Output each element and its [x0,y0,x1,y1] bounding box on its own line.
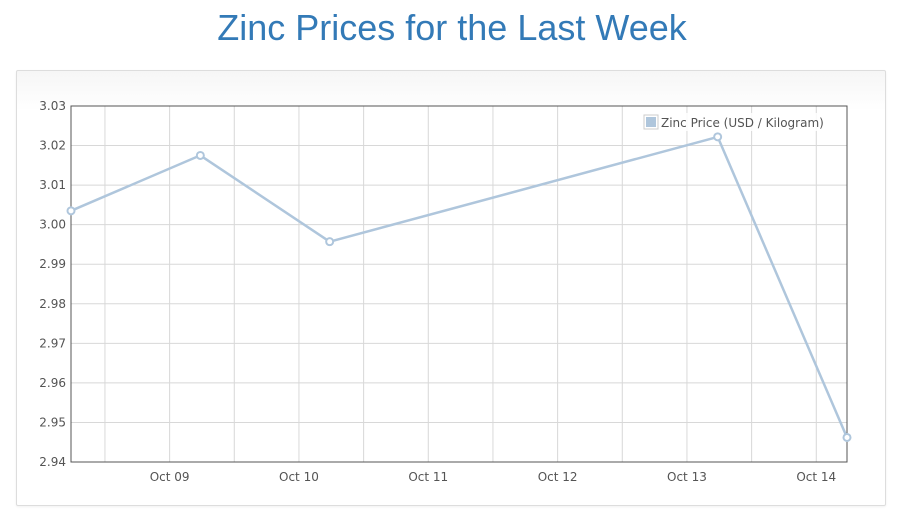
y-tick-label: 2.95 [39,415,66,429]
y-tick-label: 2.94 [39,455,66,469]
plot-area [71,106,847,462]
y-tick-label: 3.01 [39,178,66,192]
data-point [713,132,723,142]
x-tick-label: Oct 12 [538,470,578,484]
data-point [325,237,335,247]
plot-frame [70,105,848,463]
data-point [842,432,852,442]
x-tick-label: Oct 10 [279,470,319,484]
y-tick-label: 3.03 [39,99,66,113]
x-tick-label: Oct 13 [667,470,707,484]
y-tick-label: 2.99 [39,257,66,271]
y-tick-label: 3.02 [39,139,66,153]
legend-box [643,113,841,131]
x-tick-label: Oct 09 [150,470,190,484]
y-tick-label: 2.98 [39,297,66,311]
legend-label: Zinc Price (USD / Kilogram) [661,116,824,130]
x-tick-label: Oct 14 [796,470,836,484]
data-point [195,150,205,160]
y-tick-label: 2.96 [39,376,66,390]
data-point [66,206,76,216]
y-tick-label: 3.00 [39,218,66,232]
y-tick-label: 2.97 [39,336,66,350]
page-title: Zinc Prices for the Last Week [217,7,687,48]
legend-swatch [646,117,656,127]
x-tick-label: Oct 11 [408,470,448,484]
